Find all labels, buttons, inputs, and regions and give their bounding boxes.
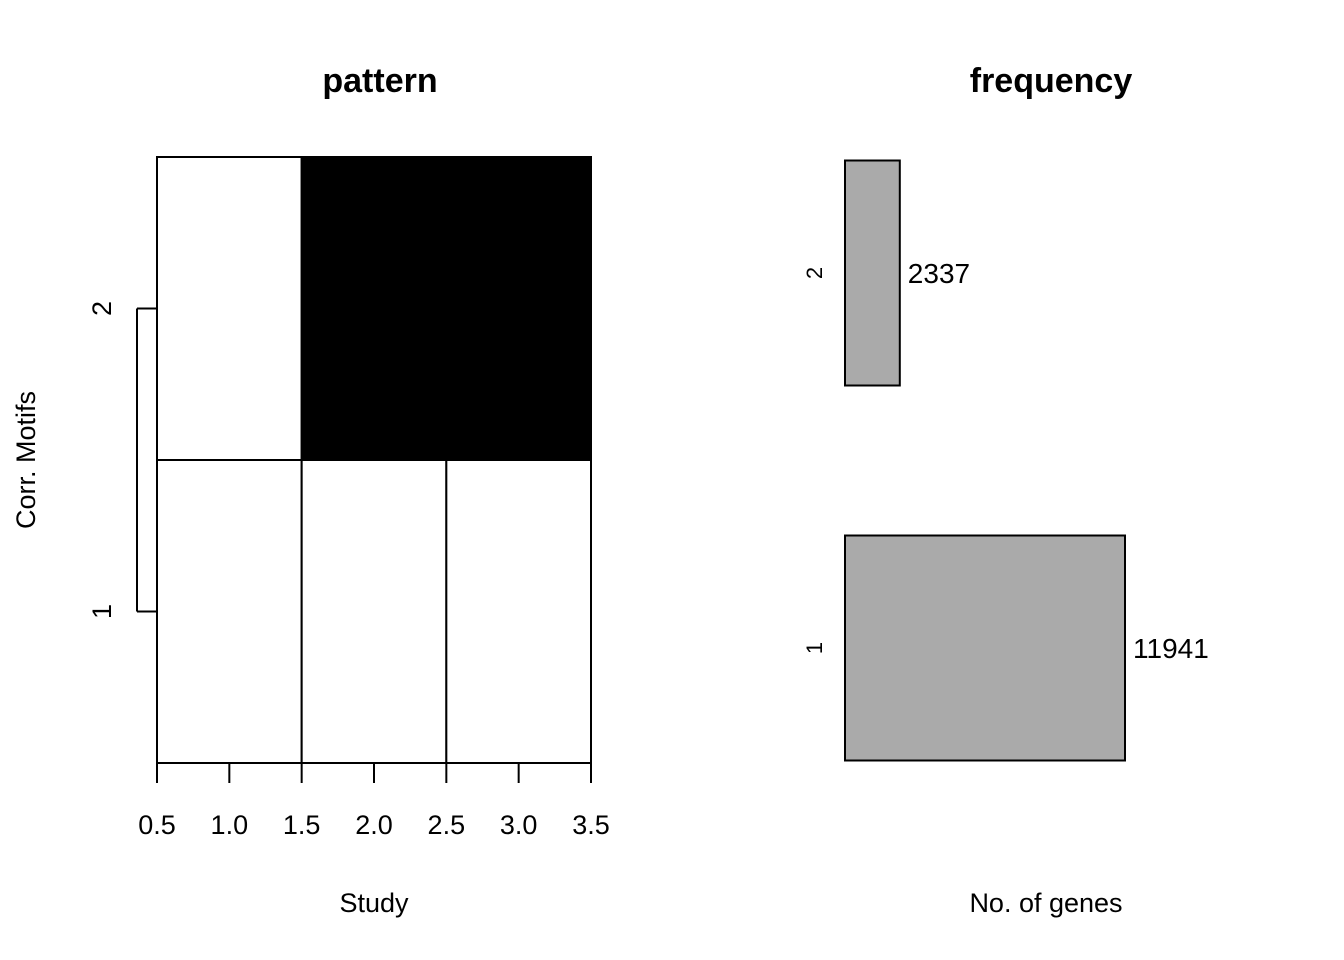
pattern-y-tick-label: 2: [87, 301, 117, 316]
pattern-x-tick-label: 3.0: [500, 810, 538, 840]
frequency-x-axis-label: No. of genes: [969, 888, 1122, 918]
frequency-bar-1: [844, 534, 1126, 762]
pattern-x-tick-label: 3.5: [572, 810, 610, 840]
pattern-y-tick-label: 1: [87, 604, 117, 619]
frequency-bar-value-label: 11941: [1133, 633, 1209, 664]
frequency-category-label: 1: [802, 642, 827, 654]
pattern-x-tick-label: 2.0: [355, 810, 393, 840]
pattern-cell-motif2-study1: [156, 156, 303, 461]
pattern-cell-motif2-study3: [445, 156, 593, 461]
frequency-bar-value-label: 2337: [908, 258, 970, 289]
pattern-x-tick-label: 1.0: [211, 810, 249, 840]
pattern-cell-motif1-study3: [445, 459, 593, 764]
pattern-x-tick-label: 2.5: [428, 810, 466, 840]
pattern-x-tick-label: 0.5: [138, 810, 176, 840]
frequency-bar-2: [844, 159, 901, 387]
pattern-panel: pattern 0.5 1.0 1.5 2.0 2.5 3.0 3.5 12 Study C…: [11, 62, 610, 918]
pattern-cell-motif2-study2: [300, 156, 448, 461]
pattern-x-axis: 0.5 1.0 1.5 2.0 2.5 3.0 3.5: [138, 762, 610, 840]
pattern-cell-motif1-study1: [156, 459, 303, 764]
frequency-panel: frequency 11941 1 2337 2 No. of genes: [802, 62, 1209, 918]
pattern-x-tick-label: 1.5: [283, 810, 321, 840]
pattern-y-axis-label: Corr. Motifs: [11, 391, 41, 529]
pattern-title: pattern: [322, 62, 437, 100]
frequency-category-label: 2: [802, 267, 827, 279]
pattern-cells: [156, 156, 593, 764]
pattern-cell-motif1-study2: [300, 459, 448, 764]
frequency-bars: 11941 1 2337 2: [802, 159, 1209, 762]
pattern-x-axis-label: Study: [339, 888, 409, 918]
pattern-y-axis: 12: [87, 301, 157, 619]
frequency-title: frequency: [970, 62, 1133, 100]
